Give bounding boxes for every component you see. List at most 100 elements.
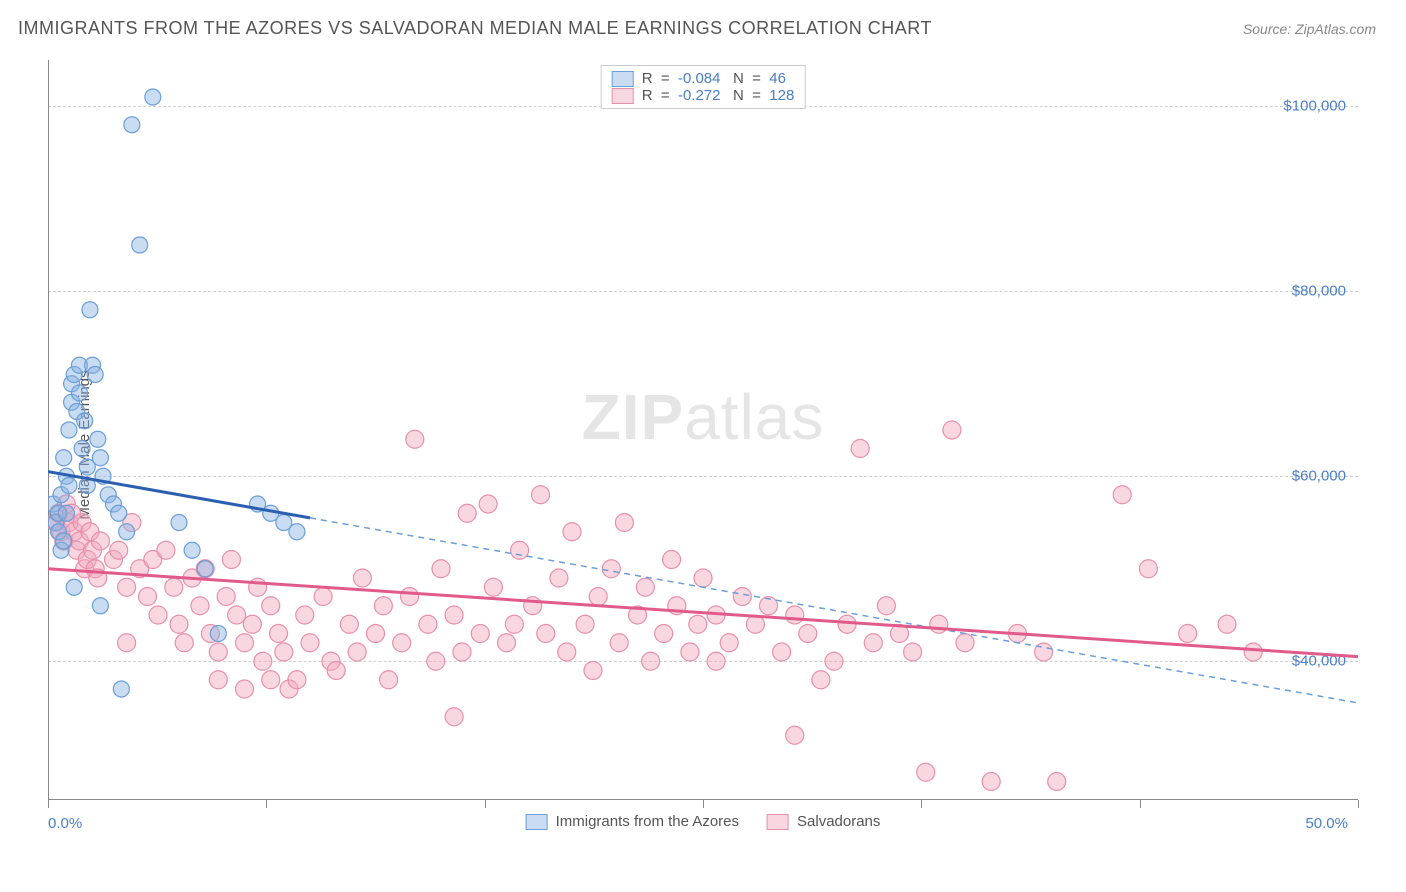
x-axis-max-label: 50.0% [1305, 815, 1348, 832]
data-point-salvadorans [191, 597, 209, 615]
legend-label-azores: Immigrants from the Azores [556, 813, 739, 830]
data-point-salvadorans [1048, 773, 1066, 791]
x-axis-min-label: 0.0% [48, 815, 82, 832]
x-tick [485, 800, 486, 808]
data-point-salvadorans [576, 615, 594, 633]
data-point-salvadorans [340, 615, 358, 633]
data-point-azores [119, 524, 135, 540]
data-point-salvadorans [445, 708, 463, 726]
data-point-salvadorans [642, 652, 660, 670]
chart-title: IMMIGRANTS FROM THE AZORES VS SALVADORAN… [18, 18, 932, 39]
data-point-azores [61, 422, 77, 438]
data-point-salvadorans [851, 440, 869, 458]
data-point-salvadorans [139, 588, 157, 606]
data-point-salvadorans [511, 541, 529, 559]
x-tick [921, 800, 922, 808]
data-point-azores [111, 505, 127, 521]
data-point-azores [56, 533, 72, 549]
data-point-salvadorans [505, 615, 523, 633]
data-point-azores [184, 542, 200, 558]
trend-extension-azores [310, 518, 1358, 703]
data-point-salvadorans [118, 634, 136, 652]
chart-area: Median Male Earnings $40,000$60,000$80,0… [48, 60, 1358, 830]
data-point-salvadorans [118, 578, 136, 596]
data-point-salvadorans [943, 421, 961, 439]
x-tick [48, 800, 49, 808]
data-point-salvadorans [864, 634, 882, 652]
x-tick [266, 800, 267, 808]
data-point-salvadorans [558, 643, 576, 661]
legend-item-salvadorans: Salvadorans [767, 813, 880, 830]
data-point-salvadorans [314, 588, 332, 606]
data-point-salvadorans [275, 643, 293, 661]
data-point-azores [145, 89, 161, 105]
data-point-salvadorans [110, 541, 128, 559]
data-point-salvadorans [904, 643, 922, 661]
data-point-salvadorans [773, 643, 791, 661]
data-point-azores [289, 524, 305, 540]
x-tick [703, 800, 704, 808]
data-point-salvadorans [877, 597, 895, 615]
data-point-salvadorans [655, 625, 673, 643]
data-point-azores [171, 515, 187, 531]
data-point-salvadorans [479, 495, 497, 513]
data-point-salvadorans [427, 652, 445, 670]
data-point-azores [92, 450, 108, 466]
x-tick [1358, 800, 1359, 808]
data-point-salvadorans [733, 588, 751, 606]
data-point-salvadorans [453, 643, 471, 661]
data-point-salvadorans [91, 532, 109, 550]
data-point-salvadorans [228, 606, 246, 624]
data-point-azores [210, 626, 226, 642]
data-point-salvadorans [262, 671, 280, 689]
data-point-salvadorans [419, 615, 437, 633]
trend-line-azores [48, 472, 310, 518]
data-point-azores [87, 367, 103, 383]
source-attribution: Source: ZipAtlas.com [1243, 21, 1376, 37]
data-point-salvadorans [484, 578, 502, 596]
data-point-salvadorans [327, 662, 345, 680]
data-point-azores [61, 478, 77, 494]
data-point-salvadorans [401, 588, 419, 606]
n-label: N = [721, 70, 770, 87]
data-point-salvadorans [209, 643, 227, 661]
data-point-salvadorans [956, 634, 974, 652]
data-point-azores [113, 681, 129, 697]
data-point-salvadorans [254, 652, 272, 670]
data-point-salvadorans [353, 569, 371, 587]
data-point-azores [58, 505, 74, 521]
data-point-salvadorans [786, 606, 804, 624]
n-label: N = [721, 87, 770, 104]
data-point-salvadorans [812, 671, 830, 689]
data-point-salvadorans [367, 625, 385, 643]
data-point-azores [66, 579, 82, 595]
scatter-svg [48, 60, 1358, 800]
data-point-salvadorans [1179, 625, 1197, 643]
correlation-legend: R = -0.084 N = 46 R = -0.272 N = 128 [601, 65, 806, 109]
data-point-salvadorans [236, 680, 254, 698]
data-point-salvadorans [799, 625, 817, 643]
data-point-salvadorans [786, 726, 804, 744]
data-point-salvadorans [1139, 560, 1157, 578]
data-point-salvadorans [550, 569, 568, 587]
data-point-salvadorans [301, 634, 319, 652]
r-label: R = [642, 70, 678, 87]
data-point-salvadorans [157, 541, 175, 559]
data-point-azores [132, 237, 148, 253]
r-value-salvadorans: -0.272 [678, 87, 721, 104]
data-point-salvadorans [689, 615, 707, 633]
data-point-azores [197, 561, 213, 577]
data-point-salvadorans [406, 430, 424, 448]
series-legend: Immigrants from the Azores Salvadorans [526, 813, 881, 830]
data-point-salvadorans [165, 578, 183, 596]
data-point-azores [92, 598, 108, 614]
legend-item-azores: Immigrants from the Azores [526, 813, 739, 830]
data-point-salvadorans [681, 643, 699, 661]
data-point-salvadorans [262, 597, 280, 615]
data-point-salvadorans [1113, 486, 1131, 504]
data-point-salvadorans [537, 625, 555, 643]
data-point-salvadorans [563, 523, 581, 541]
correlation-row-azores: R = -0.084 N = 46 [612, 70, 795, 87]
data-point-salvadorans [1218, 615, 1236, 633]
data-point-salvadorans [270, 625, 288, 643]
